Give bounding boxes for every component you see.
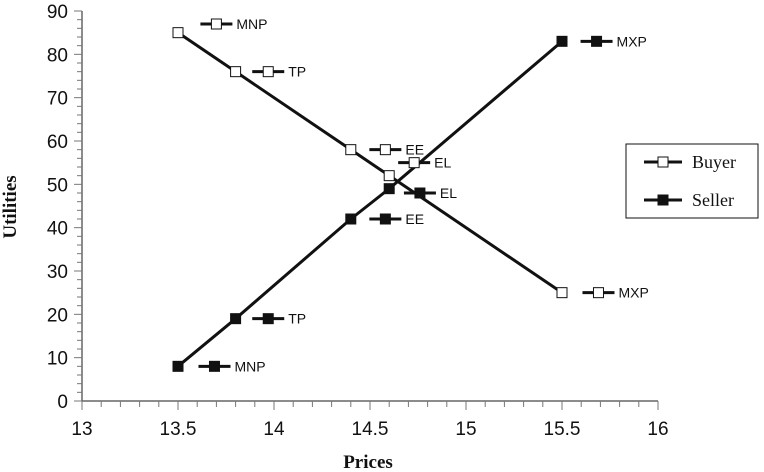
legend-box [625, 143, 759, 219]
annotation-marker [210, 18, 222, 30]
annotation-marker [379, 213, 391, 225]
x-tick-label: 13 [71, 419, 92, 440]
legend-marker [657, 194, 669, 206]
y-tick-label: 60 [47, 132, 68, 153]
data-point-seller [345, 213, 357, 225]
x-tick-label: 14 [263, 419, 285, 440]
y-tick-label: 90 [47, 2, 68, 23]
annotation: MXP [582, 285, 649, 301]
data-point-seller [383, 183, 395, 195]
x-tick-label: 15 [455, 419, 476, 440]
x-tick-label: 15.5 [544, 419, 581, 440]
annotation-label: MNP [234, 358, 265, 374]
annotation-marker [262, 66, 274, 78]
y-tick-label: 10 [47, 349, 68, 370]
annotation-label: EL [440, 185, 457, 201]
annotation-label: EE [405, 142, 424, 158]
axes: 0 10 20 30 40 50 60 70 80 90 13 13.5 14 14.5 15 15.5 16 [47, 2, 669, 440]
annotation: EE [369, 142, 424, 158]
annotation-label: MNP [236, 16, 267, 32]
annotation-label: EL [434, 155, 451, 171]
annotation-marker [262, 313, 274, 325]
y-tick-label: 50 [47, 175, 68, 196]
annotation: EE [369, 211, 424, 227]
annotation-marker [414, 187, 426, 199]
data-point-seller [172, 360, 184, 372]
annotation-marker [208, 360, 220, 372]
data-point-buyer [556, 287, 568, 299]
legend-item-buyer: Buyer [644, 152, 736, 172]
y-axis-title: Utilities [0, 175, 21, 238]
data-point-seller [230, 313, 242, 325]
y-tick-label: 80 [47, 45, 68, 66]
annotation-label: MXP [617, 33, 647, 49]
annotation-marker [592, 287, 604, 299]
data-point-buyer [383, 170, 395, 182]
series-markers [172, 27, 568, 372]
legend: Buyer Seller [625, 143, 759, 219]
annotation: MNP [200, 16, 268, 32]
annotation-label: EE [405, 211, 424, 227]
annotation: EL [403, 185, 457, 201]
data-point-buyer [230, 66, 242, 78]
data-point-buyer [172, 27, 184, 39]
legend-marker [657, 156, 669, 168]
annotation: EL [398, 155, 451, 171]
annotation-label: TP [288, 311, 306, 327]
annotation-label: MXP [618, 285, 648, 301]
legend-label: Buyer [692, 152, 736, 172]
y-tick-label: 70 [47, 89, 68, 110]
legend-item-seller: Seller [644, 190, 734, 210]
annotation: MNP [198, 358, 266, 374]
y-tick-label: 40 [47, 219, 68, 240]
x-tick-label: 16 [647, 419, 668, 440]
annotation: MXP [580, 33, 647, 49]
x-tick-label: 14.5 [352, 419, 389, 440]
annotation-marker [379, 144, 391, 156]
y-tick-label: 30 [47, 262, 68, 283]
data-point-seller [556, 35, 568, 47]
annotations: MNP TP EE EL MXP MXP EL EE TP MNP [198, 16, 649, 374]
legend-label: Seller [692, 190, 734, 210]
annotation-label: TP [288, 64, 306, 80]
annotation-marker [408, 157, 420, 169]
annotation: TP [252, 311, 306, 327]
data-point-buyer [345, 144, 357, 156]
y-tick-label: 0 [57, 392, 68, 413]
annotation-marker [591, 35, 603, 47]
x-axis-title: Prices [343, 452, 393, 472]
annotation: TP [252, 64, 306, 80]
y-tick-label: 20 [47, 305, 68, 326]
x-tick-label: 13.5 [160, 419, 197, 440]
